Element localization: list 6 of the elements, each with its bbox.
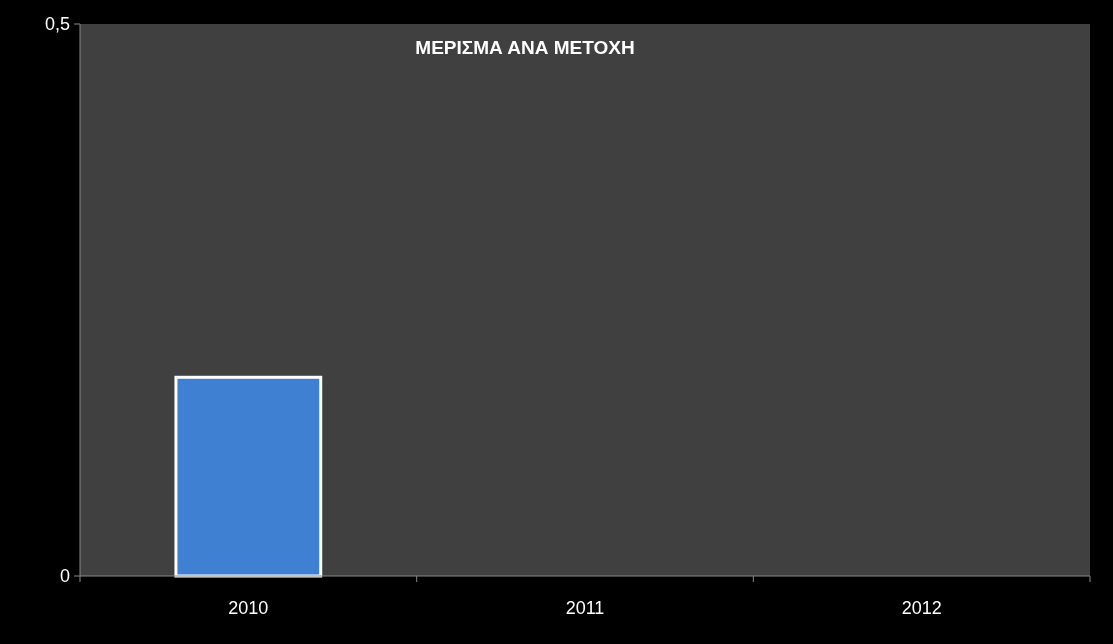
x-tick-label: 2010: [228, 598, 269, 618]
y-tick-label: 0: [59, 566, 70, 587]
x-tick-label: 2012: [901, 598, 942, 618]
y-tick-label: 0,5: [44, 14, 70, 35]
x-tick-label: 2011: [565, 598, 605, 618]
text: ΜΕΡΙΣΜΑ ΑΝΑ ΜΕΤΟΧΗ: [415, 37, 635, 58]
